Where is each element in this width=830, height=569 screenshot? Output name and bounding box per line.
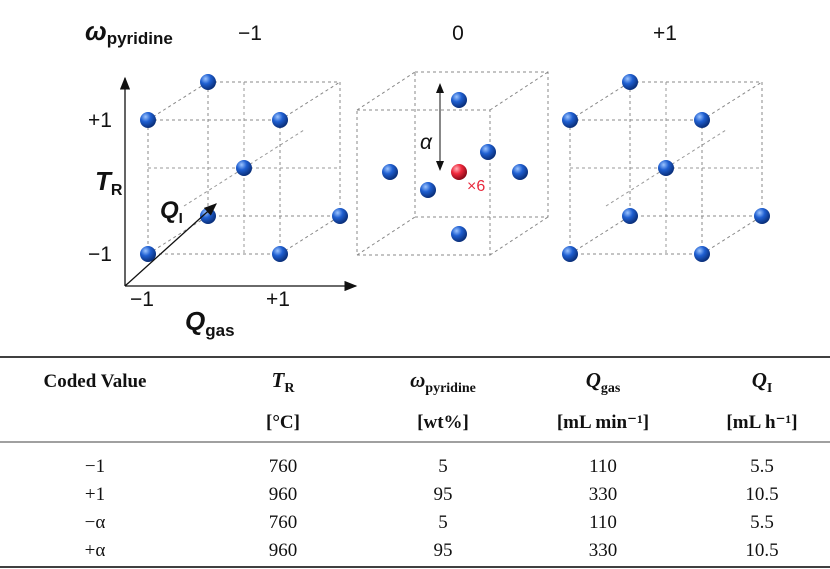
cube-edge — [570, 82, 630, 120]
design-point — [694, 246, 710, 262]
header-cell: ωpyridine — [410, 368, 476, 396]
cell: +α — [85, 540, 106, 561]
tick-label: −1 — [88, 243, 112, 266]
cube-edge — [280, 82, 340, 120]
cell: 110 — [589, 512, 617, 533]
design-point — [480, 144, 496, 160]
design-point — [754, 208, 770, 224]
subscript: I — [179, 210, 183, 227]
design-point — [658, 160, 674, 176]
unit-cell: [wt%] — [417, 412, 469, 433]
symbol: Q — [185, 306, 205, 336]
level-label: −1 — [238, 22, 262, 45]
cell: 960 — [269, 484, 298, 505]
cell: 95 — [434, 484, 453, 505]
symbol: ω — [410, 368, 425, 392]
design-point — [451, 92, 467, 108]
design-point — [622, 74, 638, 90]
design-point — [272, 112, 288, 128]
cube-edge — [570, 216, 630, 254]
unit-cell: [°C] — [266, 412, 300, 433]
symbol: Q — [586, 368, 601, 392]
cell: 5 — [438, 512, 448, 533]
alpha-label: α — [420, 131, 433, 154]
header-cell: Qgas — [586, 368, 621, 396]
header-cell: TR — [272, 368, 296, 396]
cube-edge — [357, 217, 415, 255]
design-point — [622, 208, 638, 224]
subscript: pyridine — [425, 381, 476, 396]
subscript: gas — [205, 321, 234, 340]
cube-edge — [148, 120, 280, 254]
design-point — [236, 160, 252, 176]
design-point — [140, 112, 156, 128]
level-label: +1 — [653, 22, 677, 45]
cube-edge — [208, 82, 340, 216]
cell: 5.5 — [750, 456, 774, 477]
design-point — [382, 164, 398, 180]
cube-edge — [490, 72, 548, 110]
y-axis-label: TR — [95, 166, 123, 199]
design-point — [200, 74, 216, 90]
level-labels: −1 0 +1 +1 −1 −1 +1 α ×6 — [88, 22, 677, 311]
design-point — [512, 164, 528, 180]
subscript: R — [111, 182, 123, 199]
design-point — [451, 164, 467, 180]
cube-edge — [570, 120, 702, 254]
factor-label: ωpyridine — [85, 16, 173, 48]
subscript: I — [767, 381, 772, 396]
design-point — [562, 246, 578, 262]
cell: +1 — [85, 484, 105, 505]
cube-edge — [357, 72, 415, 110]
cell: 10.5 — [745, 540, 778, 561]
cell: 5 — [438, 456, 448, 477]
center-count: ×6 — [467, 178, 485, 195]
header-cell: Coded Value — [44, 371, 147, 392]
design-point — [420, 182, 436, 198]
cell: 10.5 — [745, 484, 778, 505]
cell: 960 — [269, 540, 298, 561]
cube-edge — [702, 216, 762, 254]
cell: 330 — [589, 540, 618, 561]
cubes — [140, 72, 770, 262]
cube-edge — [280, 216, 340, 254]
cube-edge — [702, 82, 762, 120]
cell: 95 — [434, 540, 453, 561]
z-axis-label: QI — [160, 197, 183, 227]
tick-label: −1 — [130, 288, 154, 311]
unit-cell: [mL h⁻¹] — [726, 412, 797, 433]
design-point — [694, 112, 710, 128]
cube-edge — [148, 82, 208, 120]
symbol: Q — [752, 368, 767, 392]
cell: 330 — [589, 484, 618, 505]
tick-label: +1 — [266, 288, 290, 311]
cube-edge — [415, 72, 548, 217]
design-point — [272, 246, 288, 262]
tick-label: +1 — [88, 109, 112, 132]
unit-cell: [mL min⁻¹] — [557, 412, 649, 433]
cell: −1 — [85, 456, 105, 477]
labels: ωpyridine TR QI Qgas — [85, 16, 235, 340]
cell: 110 — [589, 456, 617, 477]
design-point — [562, 112, 578, 128]
level-label: 0 — [452, 22, 464, 45]
design-point — [451, 226, 467, 242]
page: ωpyridine TR QI Qgas −1 0 +1 +1 −1 −1 +1… — [0, 0, 830, 569]
subscript: R — [284, 381, 295, 396]
design-point — [332, 208, 348, 224]
cell: −α — [85, 512, 106, 533]
cube-edge — [490, 217, 548, 255]
cube-edge — [630, 82, 762, 216]
cell: 5.5 — [750, 512, 774, 533]
cell: 760 — [269, 512, 298, 533]
header-cell: QI — [752, 368, 773, 396]
x-axis-label: Qgas — [185, 306, 235, 340]
symbol: ω — [85, 16, 107, 46]
subscript: gas — [601, 381, 621, 396]
subscript: pyridine — [107, 29, 173, 48]
symbol: Q — [160, 197, 179, 224]
cell: 760 — [269, 456, 298, 477]
